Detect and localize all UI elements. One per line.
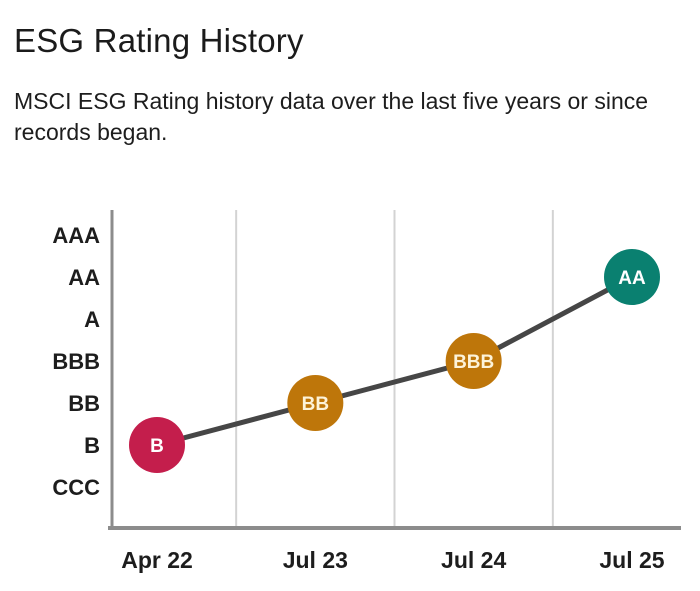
- data-point-marker-b: [129, 417, 185, 473]
- y-axis-tick-label: B: [84, 433, 100, 458]
- x-axis-tick-label: Apr 22: [121, 547, 193, 573]
- y-axis-tick-label: AAA: [52, 223, 100, 248]
- x-axis-tick-label: Jul 25: [599, 547, 664, 573]
- data-point-marker-aa: [604, 249, 660, 305]
- page-subtitle: MSCI ESG Rating history data over the la…: [14, 88, 649, 145]
- data-point-label: AA: [618, 268, 646, 289]
- page-title: ESG Rating History: [14, 22, 304, 59]
- y-axis-tick-label: AA: [68, 265, 100, 290]
- data-point-label: BB: [302, 394, 329, 415]
- data-point-label: BBB: [453, 352, 494, 373]
- y-axis-tick-label: CCC: [52, 475, 100, 500]
- data-point-label: B: [150, 436, 164, 457]
- y-axis-tick-label: BB: [68, 391, 100, 416]
- trend-line: [156, 274, 634, 448]
- data-point-marker-bb: [287, 375, 344, 431]
- x-axis-tick-label: Jul 24: [441, 547, 506, 573]
- data-point-marker-bbb: [445, 333, 502, 389]
- y-axis-tick-label: A: [84, 307, 100, 332]
- y-axis-tick-label: BBB: [52, 349, 100, 374]
- x-axis-tick-label: Jul 23: [283, 547, 348, 573]
